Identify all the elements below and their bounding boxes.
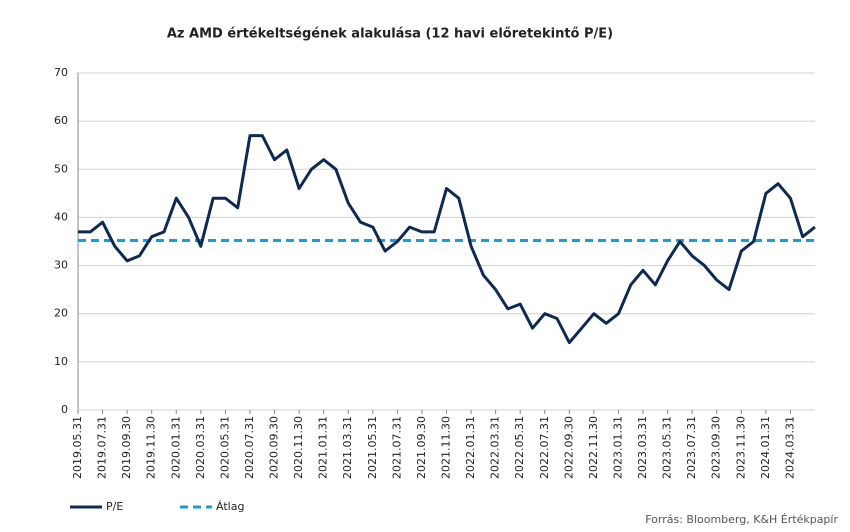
x-tick-label: 2021.01.31	[317, 416, 330, 479]
x-tick-label: 2022.03.31	[489, 416, 502, 479]
x-tick-label: 2023.01.31	[611, 416, 624, 479]
x-tick-label: 2022.01.31	[464, 416, 477, 479]
source: Forrás: Bloomberg, K&H Értékpapír	[645, 513, 838, 526]
y-tick-label: 40	[54, 210, 68, 223]
pe-line	[78, 134, 816, 345]
x-tick-label: 2020.05.31	[218, 416, 231, 479]
x-tick-label: 2023.07.31	[685, 416, 698, 479]
x-tick-label: 2023.05.31	[661, 416, 674, 479]
y-tick-label: 0	[61, 403, 68, 416]
x-tick-label: 2024.01.31	[759, 416, 772, 479]
x-tick-label: 2020.01.31	[169, 416, 182, 479]
y-tick-label: 10	[54, 355, 68, 368]
x-tick-label: 2023.11.30	[734, 416, 747, 479]
x-tick-label: 2021.03.31	[341, 416, 354, 479]
x-tick-label: 2019.09.30	[120, 416, 133, 479]
y-tick-label: 30	[54, 259, 68, 272]
x-tick-label: 2020.11.30	[292, 416, 305, 479]
legend-label: Átlag	[216, 500, 244, 513]
x-tick-label: 2023.03.31	[636, 416, 649, 479]
legend-label: P/E	[106, 500, 123, 513]
x-tick-label: 2021.05.31	[366, 416, 379, 479]
x-tick-label: 2021.09.30	[415, 416, 428, 479]
x-tick-label: 2022.09.30	[562, 416, 575, 479]
x-tick-label: 2019.11.30	[145, 416, 158, 479]
x-tick-label: 2022.11.30	[587, 416, 600, 479]
x-tick-label: 2021.07.31	[390, 416, 403, 479]
x-tick-label: 2020.07.31	[243, 416, 256, 479]
x-tick-label: 2023.09.30	[710, 416, 723, 479]
y-tick-label: 50	[54, 162, 68, 175]
x-tick-label: 2021.11.30	[440, 416, 453, 479]
y-tick-label: 70	[54, 66, 68, 79]
x-tick-label: 2024.03.31	[783, 416, 796, 479]
y-tick-label: 60	[54, 114, 68, 127]
x-tick-label: 2019.07.31	[96, 416, 109, 479]
x-tick-label: 2022.05.31	[513, 416, 526, 479]
y-tick-label: 20	[54, 307, 68, 320]
x-tick-label: 2020.03.31	[194, 416, 207, 479]
x-tick-label: 2020.09.30	[268, 416, 281, 479]
x-tick-label: 2022.07.31	[538, 416, 551, 479]
chart-title: Az AMD értékeltségének alakulása (12 hav…	[167, 27, 613, 42]
x-tick-label: 2019.05.31	[71, 416, 84, 479]
